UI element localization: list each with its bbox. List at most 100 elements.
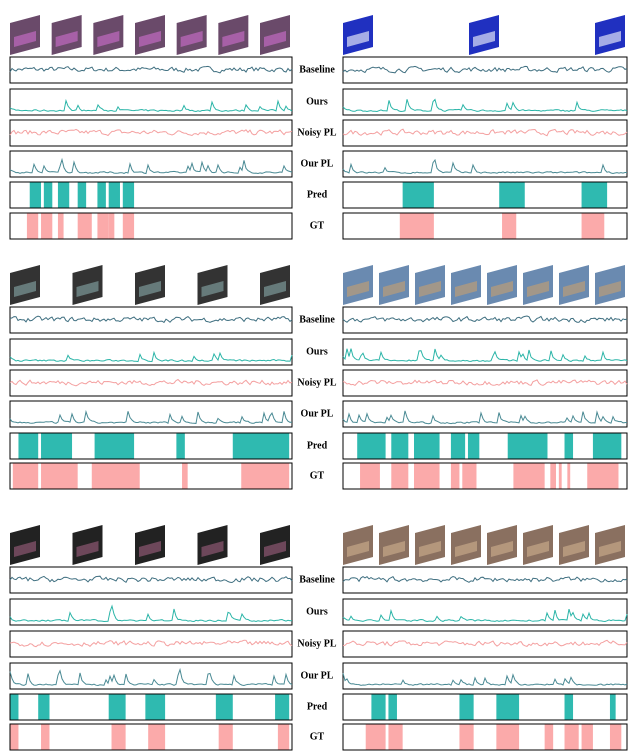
row-frame [343, 599, 627, 625]
pred-segment [95, 433, 134, 459]
gt-segment [182, 463, 188, 489]
pred-segment [38, 694, 49, 720]
score-curve [343, 66, 627, 72]
gt-segment [41, 724, 49, 750]
score-curve [10, 411, 292, 423]
gt-segment [109, 213, 115, 239]
pred-segment [391, 433, 408, 459]
gt-segment [400, 213, 434, 239]
gt-segment [366, 724, 386, 750]
pred-segment [414, 433, 440, 459]
gt-segment [112, 724, 126, 750]
pred-segment [10, 694, 18, 720]
score-curve [343, 640, 627, 646]
row-frame [343, 401, 627, 427]
gt-segment [610, 724, 621, 750]
gt-segment [13, 463, 38, 489]
gt-segment [241, 463, 289, 489]
row-frame [343, 370, 627, 396]
gt-segment [459, 724, 473, 750]
score-curve [10, 380, 292, 386]
row-frame [343, 151, 627, 177]
row-frame [10, 631, 292, 657]
pred-segment [58, 182, 69, 208]
pred-segment [275, 694, 289, 720]
gt-segment [97, 213, 108, 239]
score-curve [343, 577, 627, 583]
gt-segment [391, 463, 408, 489]
score-curve [10, 101, 292, 112]
score-curve [343, 99, 627, 111]
row-frame [343, 463, 627, 489]
gt-segment [278, 724, 289, 750]
row-label: GT [310, 470, 325, 481]
pred-segment [30, 182, 41, 208]
gt-segment [414, 463, 440, 489]
pred-segment [499, 182, 525, 208]
gt-segment [388, 724, 402, 750]
gt-segment [58, 213, 64, 239]
score-curve [10, 316, 292, 322]
row-frame [10, 57, 292, 83]
score-curve [10, 640, 292, 647]
row-frame [10, 151, 292, 177]
pred-segment [459, 694, 473, 720]
row-label: Ours [306, 606, 328, 617]
gt-segment [513, 463, 544, 489]
score-curve [10, 66, 292, 73]
row-label: Baseline [299, 574, 335, 585]
row-label: Our PL [301, 158, 334, 169]
pred-segment [496, 694, 519, 720]
gt-segment [10, 724, 18, 750]
pred-segment [41, 433, 72, 459]
row-label: Pred [307, 440, 328, 451]
score-curve [10, 160, 292, 174]
score-curve [343, 609, 627, 621]
gt-segment [545, 724, 554, 750]
row-label: Our PL [301, 408, 334, 419]
pred-segment [388, 694, 397, 720]
pred-segment [97, 182, 105, 208]
gt-segment [41, 463, 78, 489]
figure: Baseline Ours Noisy PL Our PL Pred GT Baseline… [0, 0, 629, 751]
gt-segment [567, 463, 570, 489]
gt-segment [27, 213, 38, 239]
gt-segment [78, 213, 92, 239]
pred-segment [451, 433, 465, 459]
pred-segment [610, 694, 616, 720]
gt-segment [148, 724, 165, 750]
row-label: Noisy PL [297, 127, 337, 138]
page: {"row_labels": ["Baseline", "Ours", "Noi… [0, 0, 629, 751]
gt-segment [582, 724, 593, 750]
gt-segment [41, 213, 52, 239]
gt-segment [582, 213, 605, 239]
score-curve [343, 129, 627, 136]
pred-segment [403, 182, 434, 208]
pred-segment [109, 182, 120, 208]
row-label: Baseline [299, 64, 335, 75]
pred-segment [371, 694, 385, 720]
score-curve [343, 349, 627, 362]
pred-segment [176, 433, 184, 459]
pred-segment [216, 694, 233, 720]
score-curve [10, 129, 292, 135]
gt-segment [502, 213, 516, 239]
score-curve [343, 316, 627, 323]
row-label: Noisy PL [297, 377, 337, 388]
pred-segment [233, 433, 289, 459]
pred-segment [593, 433, 621, 459]
score-curve [10, 670, 292, 686]
row-label: Pred [307, 189, 328, 200]
pred-segment [565, 433, 574, 459]
row-label: Baseline [299, 314, 335, 325]
row-label: Noisy PL [297, 638, 337, 649]
gt-segment [587, 463, 618, 489]
pred-segment [357, 433, 385, 459]
score-curve [343, 380, 627, 386]
pred-segment [565, 694, 574, 720]
pred-segment [44, 182, 52, 208]
gt-segment [565, 724, 579, 750]
score-curve [10, 353, 292, 362]
row-frame [10, 370, 292, 396]
gt-segment [123, 213, 134, 239]
